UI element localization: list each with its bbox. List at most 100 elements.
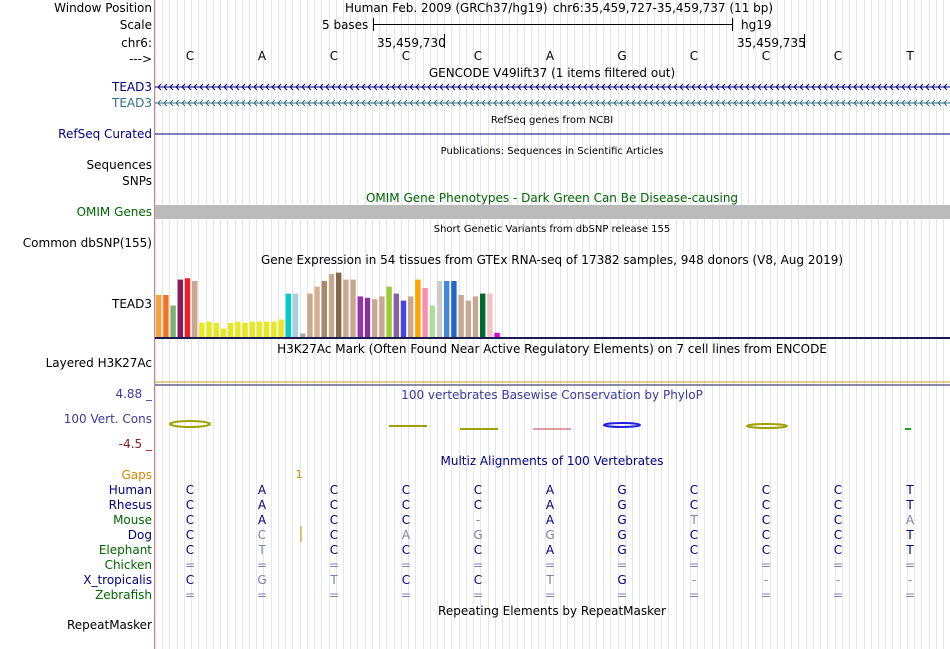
strand-chevron xyxy=(565,99,570,107)
strand-chevron xyxy=(397,99,402,107)
strand-chevron xyxy=(925,83,930,91)
gtex-tissue-bar xyxy=(292,293,299,337)
grid-line xyxy=(943,0,944,649)
strand-chevron xyxy=(619,99,624,107)
strand-chevron xyxy=(475,99,480,107)
grid-line xyxy=(835,0,836,649)
alignment-base: C xyxy=(185,528,195,542)
alignment-base: T xyxy=(906,483,914,497)
strand-chevron xyxy=(625,83,630,91)
gtex-tissue-bar xyxy=(444,281,450,337)
omim-genes-label[interactable]: OMIM Genes xyxy=(76,205,152,219)
grid-line xyxy=(842,0,843,649)
species-label[interactable]: Dog xyxy=(127,528,152,542)
repeatmasker-label[interactable]: RepeatMasker xyxy=(66,618,152,632)
strand-chevron xyxy=(541,83,546,91)
base-letter: A xyxy=(257,49,267,63)
strand-chevron xyxy=(823,83,828,91)
alignment-base: = xyxy=(760,588,772,602)
tead3-gencode-label[interactable]: TEAD3 xyxy=(112,80,152,94)
strand-chevron xyxy=(343,83,348,91)
alignment-base: = xyxy=(328,588,340,602)
sequences-label[interactable]: Sequences xyxy=(86,158,152,172)
alignment-base: A xyxy=(401,528,411,542)
strand-chevron xyxy=(865,99,870,107)
gtex-tissue-bar xyxy=(480,293,486,337)
snps-label[interactable]: SNPs xyxy=(122,174,152,188)
alignment-base: C xyxy=(329,528,339,542)
alignment-base: - xyxy=(835,573,841,587)
strand-chevron xyxy=(631,99,636,107)
alignment-base: C xyxy=(185,483,195,497)
grid-line xyxy=(704,0,705,649)
strand-chevron xyxy=(319,83,324,91)
base-letter: G xyxy=(617,49,627,63)
grid-line xyxy=(697,0,698,649)
strand-chevron xyxy=(361,83,366,91)
omim-bar xyxy=(155,205,950,219)
alignment-base: C xyxy=(833,483,843,497)
strand-chevron xyxy=(649,99,654,107)
strand-chevron xyxy=(547,83,552,91)
tead3-gencode-label-2[interactable]: TEAD3 xyxy=(112,96,152,110)
gtex-tissue-bar xyxy=(192,281,198,337)
common-dbsnp-label[interactable]: Common dbSNP(155) xyxy=(22,236,152,250)
gtex-tissue-bar xyxy=(220,328,227,337)
refseq-curated-label[interactable]: RefSeq Curated xyxy=(58,127,152,141)
vert-cons-label[interactable]: 100 Vert. Cons xyxy=(63,412,152,426)
strand-chevron xyxy=(757,99,762,107)
grid-line xyxy=(357,0,358,649)
strand-chevron xyxy=(883,99,888,107)
species-label[interactable]: Mouse xyxy=(113,513,152,527)
species-label[interactable]: Chicken xyxy=(104,558,152,572)
alignment-base: C xyxy=(185,573,195,587)
grid-line xyxy=(285,0,286,649)
strand-chevron xyxy=(349,83,354,91)
strand-chevron xyxy=(943,99,948,107)
strand-chevron xyxy=(253,99,258,107)
alignment-base: = xyxy=(904,558,916,572)
species-label[interactable]: Rhesus xyxy=(108,498,152,512)
alignment-base: A xyxy=(545,483,555,497)
alignment-base: = xyxy=(760,558,772,572)
strand-chevron xyxy=(163,83,168,91)
strand-chevron xyxy=(769,99,774,107)
strand-chevron xyxy=(535,99,540,107)
species-label[interactable]: Zebrafish xyxy=(95,588,152,602)
strand-chevron xyxy=(289,99,294,107)
species-label[interactable]: X_tropicalis xyxy=(83,573,152,587)
strand-chevron xyxy=(577,99,582,107)
strand-chevron xyxy=(775,99,780,107)
strand-chevron xyxy=(439,83,444,91)
alignment-base: C xyxy=(761,513,771,527)
gaps-label: Gaps xyxy=(121,468,152,482)
strand-chevron xyxy=(511,83,516,91)
gtex-tead3-label[interactable]: TEAD3 xyxy=(112,297,152,311)
strand-chevron xyxy=(655,99,660,107)
species-label[interactable]: Human xyxy=(108,483,152,497)
track-image-panel[interactable]: Human Feb. 2009 (GRCh37/hg19) chr6:35,45… xyxy=(155,0,950,649)
gtex-tissue-bar xyxy=(249,321,255,337)
strand-chevron xyxy=(835,83,840,91)
gtex-tissue-bar xyxy=(379,296,385,337)
strand-chevron xyxy=(913,83,918,91)
strand-arrow-label: ---> xyxy=(128,52,152,66)
grid-line xyxy=(509,0,510,649)
strand-chevron xyxy=(505,99,510,107)
strand-chevron xyxy=(481,99,486,107)
alignment-base: A xyxy=(545,513,555,527)
gtex-tissue-bar xyxy=(235,321,241,337)
strand-chevron xyxy=(721,99,726,107)
position-text: chr6:35,459,727-35,459,737 (11 bp) xyxy=(553,1,774,15)
alignment-base: G xyxy=(617,498,627,512)
gtex-bar-group xyxy=(156,272,500,337)
strand-chevron xyxy=(313,83,318,91)
strand-chevron xyxy=(793,99,798,107)
strand-chevron xyxy=(757,83,762,91)
grid-line xyxy=(169,0,170,649)
layered-h3k27ac-label[interactable]: Layered H3K27Ac xyxy=(45,356,152,370)
grid-line xyxy=(632,0,633,649)
strand-chevron xyxy=(889,99,894,107)
species-label[interactable]: Elephant xyxy=(98,543,152,557)
grid-line xyxy=(495,0,496,649)
